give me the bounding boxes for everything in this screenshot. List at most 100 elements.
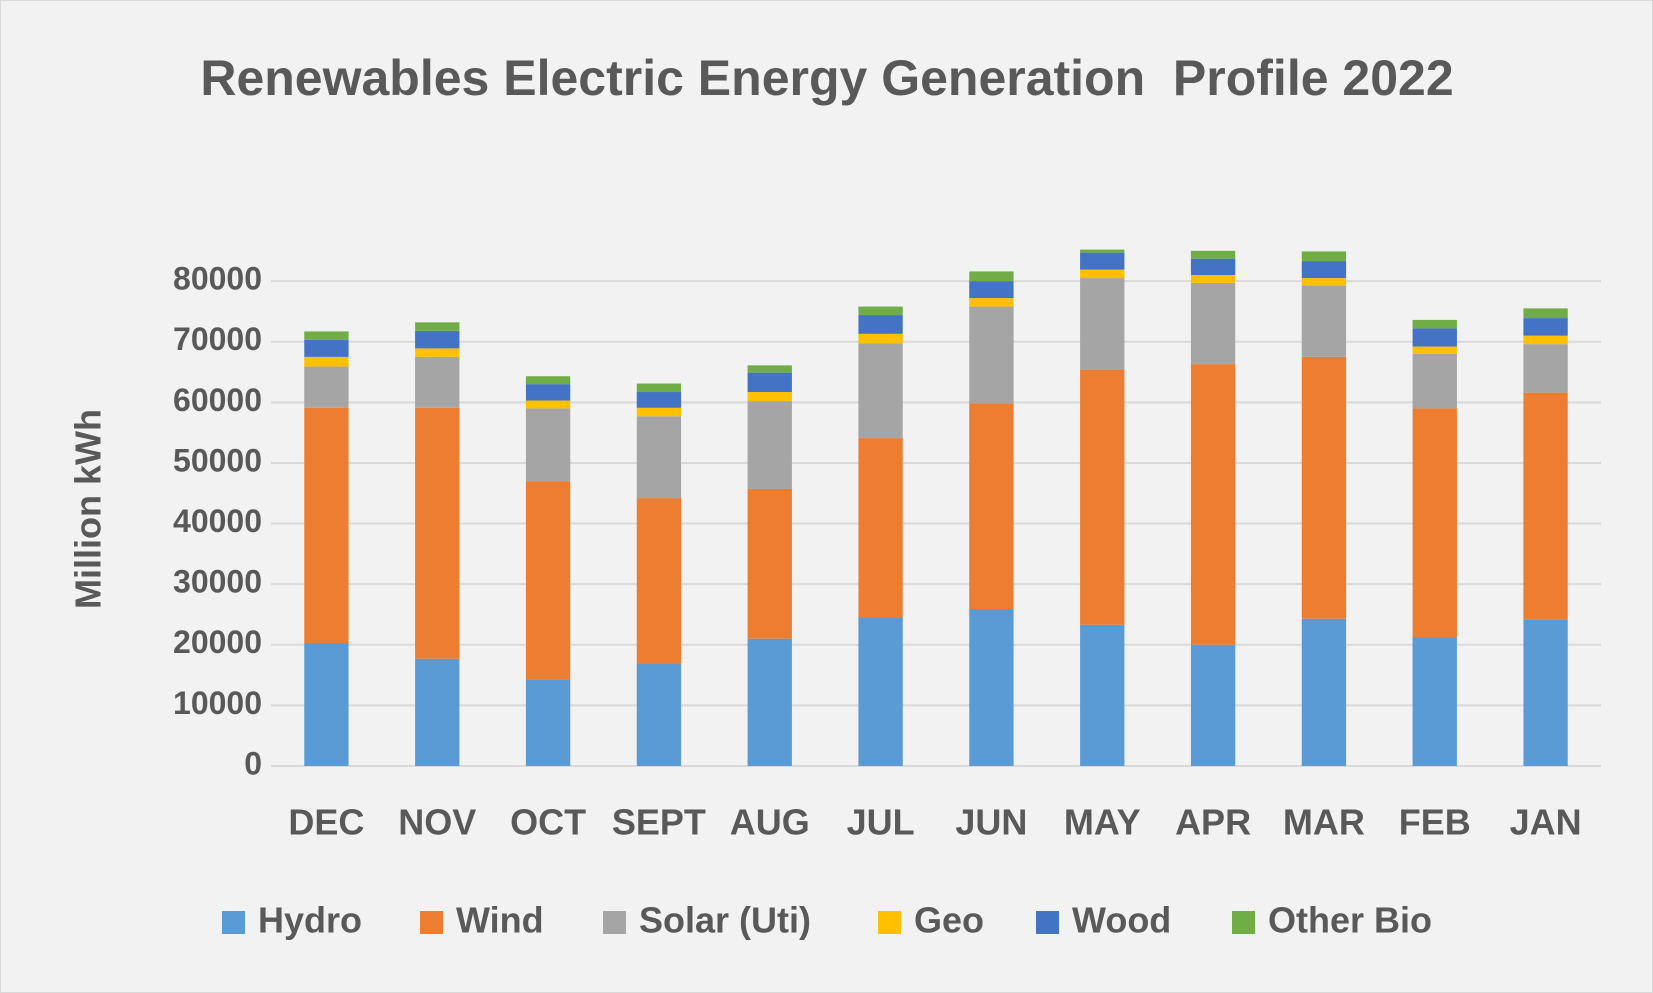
bar-segment — [1301, 278, 1347, 286]
bar-segment — [1523, 308, 1568, 319]
bar-segment — [1412, 408, 1457, 638]
x-tick-label: JUN — [955, 802, 1027, 843]
legend-label: Geo — [914, 900, 984, 941]
bar-segment — [1080, 369, 1125, 625]
x-tick-label: MAY — [1064, 802, 1141, 843]
bar-segment — [1080, 249, 1125, 253]
y-tick-label: 20000 — [173, 624, 262, 660]
bar-segment — [1523, 619, 1568, 766]
legend-label: Solar (Uti) — [639, 900, 811, 941]
bar-segment — [969, 403, 1014, 610]
x-tick-label: APR — [1175, 802, 1251, 843]
bar-segment — [636, 498, 682, 664]
x-tick-label: MAR — [1283, 802, 1365, 843]
bar-segment — [1412, 346, 1457, 354]
bar-segment — [969, 298, 1014, 307]
y-tick-label: 50000 — [173, 442, 262, 478]
bar-segment — [1523, 392, 1568, 620]
bar-segment — [525, 400, 571, 409]
bar-segment — [858, 315, 903, 334]
bar-segment — [304, 331, 349, 340]
legend-label: Wood — [1072, 900, 1171, 941]
bar-segment — [1412, 353, 1457, 409]
bar-segment — [747, 392, 792, 402]
bar-segment — [304, 356, 349, 367]
y-tick-label: 60000 — [173, 382, 262, 418]
bar-segment — [415, 407, 460, 659]
bar-segment — [1412, 319, 1457, 329]
bar-segment — [1080, 278, 1125, 370]
bar-segment — [636, 392, 682, 408]
bar-segment — [1190, 282, 1236, 365]
y-tick-label: 40000 — [173, 503, 262, 539]
bar-segment — [1301, 356, 1347, 619]
bar-segment — [1412, 328, 1457, 347]
y-axis-label: Million kWh — [68, 409, 109, 609]
legend-swatch — [420, 911, 443, 934]
bar-segment — [1080, 624, 1125, 766]
bar-segment — [1523, 335, 1568, 345]
bar-segment — [304, 407, 349, 643]
bar-segment — [1190, 275, 1236, 283]
bar-segment — [858, 438, 903, 618]
bar-segment — [969, 306, 1014, 404]
bar-segment — [1301, 285, 1347, 357]
x-tick-label: FEB — [1399, 802, 1471, 843]
x-tick-label: JUL — [847, 802, 915, 843]
y-tick-label: 70000 — [173, 321, 262, 357]
bar-segment — [1412, 637, 1457, 766]
bar-segment — [969, 281, 1014, 299]
bar-segment — [525, 376, 571, 385]
x-tick-label: OCT — [510, 802, 586, 843]
legend-swatch — [603, 911, 626, 934]
bar-segment — [304, 642, 349, 766]
bar-segment — [636, 407, 682, 417]
bar-segment — [969, 609, 1014, 766]
y-tick-label: 30000 — [173, 564, 262, 600]
legend-label: Wind — [456, 900, 544, 941]
bar-segment — [747, 372, 792, 393]
legend-label: Other Bio — [1268, 900, 1432, 941]
bar-segment — [636, 416, 682, 499]
bar-segment — [304, 366, 349, 408]
bar-segment — [747, 401, 792, 490]
bar-segment — [1080, 269, 1125, 279]
bar-segment — [415, 658, 460, 766]
x-tick-label: DEC — [288, 802, 364, 843]
bar-segment — [415, 322, 460, 331]
bar-segment — [1301, 251, 1347, 262]
legend-swatch — [878, 911, 901, 934]
bar-segment — [1190, 250, 1236, 259]
bar-segment — [525, 481, 571, 680]
x-tick-label: AUG — [730, 802, 810, 843]
bar-segment — [1301, 261, 1347, 279]
bar-segment — [969, 271, 1014, 282]
bar-segment — [1190, 644, 1236, 766]
bar-segment — [858, 343, 903, 439]
bar-segment — [747, 489, 792, 639]
bar-segment — [1190, 258, 1236, 276]
legend-label: Hydro — [258, 900, 362, 941]
y-tick-label: 80000 — [173, 261, 262, 297]
bar-segment — [525, 679, 571, 766]
x-tick-label: JAN — [1510, 802, 1582, 843]
bar-segment — [858, 306, 903, 316]
x-tick-label: SEPT — [612, 802, 706, 843]
bar-segment — [415, 330, 460, 349]
x-tick-label: NOV — [398, 802, 476, 843]
bar-segment — [1523, 344, 1568, 393]
bar-segment — [747, 365, 792, 373]
bar-segment — [525, 384, 571, 401]
chart-title: Renewables Electric Energy Generation Pr… — [200, 50, 1454, 106]
legend-swatch — [1036, 911, 1059, 934]
bar-segment — [858, 333, 903, 344]
bar-segment — [525, 408, 571, 482]
bar-segment — [858, 617, 903, 766]
bar-segment — [1080, 252, 1125, 270]
y-tick-label: 10000 — [173, 685, 262, 721]
legend-swatch — [1232, 911, 1255, 934]
bar-segment — [1523, 318, 1568, 336]
bar-segment — [636, 383, 682, 393]
